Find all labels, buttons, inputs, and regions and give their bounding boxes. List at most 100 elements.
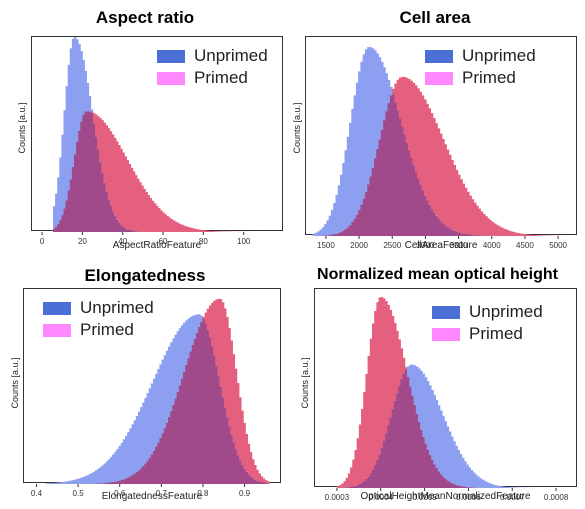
histogram-bin-overlap [107, 199, 111, 232]
histogram-bin-primed [234, 368, 238, 450]
histogram-bin-unprimed [157, 369, 160, 443]
histogram-bin-overlap [444, 478, 447, 488]
histogram-bin-unprimed [114, 451, 117, 482]
histogram-bin-primed [430, 113, 434, 209]
legend-item-primed: Primed [43, 319, 154, 341]
histogram-bin-unprimed [360, 61, 364, 205]
histogram-bin-unprimed [499, 486, 502, 488]
histogram-bin-overlap [383, 120, 386, 236]
histogram-bin-primed [251, 459, 255, 479]
histogram-bin-unprimed [494, 485, 498, 488]
histogram-bin-primed [339, 485, 342, 488]
histogram-bin-unprimed [437, 405, 441, 472]
legend-label: Unprimed [194, 46, 268, 65]
histogram-bin-unprimed [60, 482, 64, 484]
histogram-bin-overlap [118, 480, 122, 484]
histogram-bin-overlap [404, 369, 408, 488]
histogram-bin-primed [153, 203, 157, 232]
x-tick-label: 5000 [549, 241, 567, 250]
histogram-bin-overlap [260, 482, 264, 484]
histogram-bin-unprimed [144, 397, 147, 464]
histogram-bin-overlap [426, 200, 429, 236]
histogram-bin-unprimed [105, 461, 109, 483]
histogram-bin-unprimed [103, 463, 107, 484]
histogram-bin-unprimed [196, 314, 199, 333]
histogram-bin-unprimed [67, 481, 70, 484]
histogram-bin-overlap [99, 161, 102, 232]
histogram-bin-primed [130, 167, 134, 231]
histogram-bin-overlap [466, 487, 469, 488]
histogram-bin-unprimed [153, 378, 156, 451]
histogram-bin-overlap [442, 476, 445, 488]
x-axis-label: CellAreaFeature [404, 240, 478, 251]
histogram-bin-primed [476, 205, 479, 236]
histogram-bin-overlap [122, 226, 125, 232]
x-tick-label: 2000 [350, 241, 368, 250]
histogram-bin-primed [345, 477, 349, 488]
histogram-bin-overlap [369, 473, 373, 488]
histogram-bin-primed [466, 191, 470, 235]
histogram-bin-overlap [241, 464, 244, 484]
histogram-bin-overlap [352, 486, 355, 488]
histogram-bin-unprimed [116, 448, 119, 482]
histogram-bin-primed [217, 298, 221, 377]
histogram-bin-overlap [189, 351, 193, 484]
histogram-bin-overlap [413, 405, 417, 488]
histogram-bin-overlap [122, 479, 126, 484]
x-tick-label: 0.0006 [456, 493, 481, 502]
histogram-bin-overlap [400, 379, 404, 488]
histogram-bin-overlap [371, 469, 375, 488]
histogram-bin-primed [195, 229, 199, 232]
histogram-bin-primed [489, 220, 493, 236]
histogram-bin-overlap [363, 480, 366, 488]
histogram-bin-primed [101, 120, 104, 173]
histogram-bin-overlap [202, 318, 205, 484]
histogram-bin-primed [174, 221, 178, 232]
histogram-bin-unprimed [155, 373, 158, 447]
histogram-bin-unprimed [88, 96, 92, 112]
chart-title: Cell area [399, 8, 471, 27]
histogram-bin-overlap [349, 224, 352, 236]
histogram-bin-overlap [422, 436, 425, 488]
histogram-bin-unprimed [411, 364, 415, 396]
histogram-bin-overlap [256, 480, 259, 484]
histogram-bin-overlap [365, 478, 368, 488]
histogram-bin-overlap [53, 228, 56, 232]
histogram-bin-overlap [120, 225, 123, 232]
histogram-bin-unprimed [387, 79, 391, 103]
histogram-bin-unprimed [362, 54, 366, 199]
histogram-bin-primed [241, 410, 244, 465]
histogram-bin-primed [428, 108, 432, 205]
histogram-bin-unprimed [65, 86, 69, 201]
histogram-bin-primed [204, 312, 208, 324]
histogram-bin-overlap [414, 172, 418, 236]
histogram-svg: 1500 2000 2500 3000 3500 4000 4500 5000 [312, 47, 568, 250]
histogram-bin-overlap [134, 231, 138, 232]
histogram-bin-overlap [410, 158, 413, 236]
histogram-bin-unprimed [496, 485, 500, 488]
histogram-bin-overlap [116, 481, 119, 484]
histogram-bin-unprimed [510, 487, 513, 488]
histogram-bin-primed [356, 438, 360, 485]
histogram-bin-overlap [435, 215, 438, 236]
histogram-bin-overlap [55, 226, 58, 232]
histogram-bin-overlap [128, 230, 132, 232]
histogram-bin-primed [496, 225, 500, 236]
histogram-bin-unprimed [198, 314, 201, 328]
histogram-bin-primed [408, 79, 411, 151]
legend: Unprimed Primed [432, 301, 543, 345]
histogram-bin-overlap [393, 400, 397, 488]
histogram-bin-unprimed [503, 486, 507, 488]
histogram-bin-primed [387, 304, 390, 426]
histogram-bin-overlap [360, 204, 364, 236]
histogram-bin-overlap [473, 235, 477, 236]
histogram-bin-primed [228, 327, 231, 427]
histogram-bin-primed [426, 103, 429, 201]
histogram-bin-unprimed [468, 467, 472, 488]
x-tick-label: 0.5 [73, 489, 85, 498]
histogram-bin-unprimed [317, 231, 320, 236]
histogram-bin-overlap [418, 422, 421, 488]
histogram-bin-unprimed [346, 136, 350, 228]
histogram-bin-primed [230, 340, 233, 435]
histogram-bin-unprimed [86, 475, 89, 484]
